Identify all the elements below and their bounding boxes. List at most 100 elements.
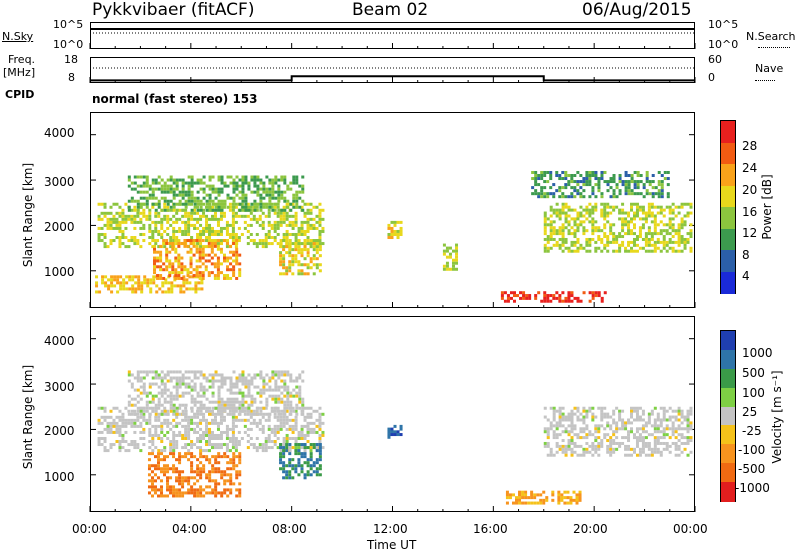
power-cell: [273, 208, 277, 212]
velocity-cell: [606, 433, 610, 437]
velocity-cell: [118, 427, 122, 431]
power-cell: [186, 268, 190, 272]
power-cell: [645, 180, 649, 184]
power-cell: [606, 205, 610, 209]
power-cell: [232, 259, 236, 263]
velocity-cell: [659, 418, 663, 422]
power-cell: [588, 195, 592, 199]
power-cell: [220, 202, 224, 206]
velocity-cell: [163, 421, 167, 425]
velocity-cell: [127, 418, 131, 422]
velocity-cell: [674, 415, 678, 419]
power-cell: [142, 196, 146, 200]
velocity-cell: [163, 409, 167, 413]
power-cell: [157, 229, 161, 233]
power-cell: [226, 268, 230, 272]
power-cell: [285, 229, 289, 233]
power-cell: [295, 193, 299, 197]
power-cell: [246, 242, 250, 246]
velocity-cell: [671, 424, 675, 428]
power-cell: [612, 205, 616, 209]
velocity-cell: [139, 406, 143, 410]
velocity-cell: [530, 493, 534, 497]
velocity-cell: [279, 443, 283, 447]
velocity-cell: [166, 400, 170, 404]
velocity-cell: [193, 403, 197, 407]
power-cell: [591, 296, 595, 300]
velocity-cell: [196, 458, 200, 462]
power-cell: [118, 220, 122, 224]
velocity-cell: [511, 501, 515, 505]
power-colorbar-swatch: [721, 250, 735, 273]
power-cell: [641, 208, 645, 212]
power-cell: [647, 229, 651, 233]
velocity-cell: [214, 406, 218, 410]
velocity-cell: [318, 446, 322, 450]
power-cell: [451, 258, 455, 262]
power-cell: [100, 239, 104, 243]
power-cell: [213, 253, 217, 257]
power-cell: [291, 226, 295, 230]
velocity-cell: [234, 415, 238, 419]
velocity-cell: [561, 430, 565, 434]
power-cell: [294, 242, 298, 246]
velocity-cell: [153, 485, 157, 489]
power-cell: [522, 294, 526, 298]
power-cell: [174, 250, 178, 254]
power-cell: [612, 235, 616, 239]
power-cell: [276, 202, 280, 206]
velocity-cell: [635, 430, 639, 434]
power-cell: [118, 245, 122, 249]
velocity-cell: [291, 427, 295, 431]
velocity-cell: [130, 440, 134, 444]
velocity-cell: [175, 458, 179, 462]
velocity-cell: [223, 452, 227, 456]
power-cell: [653, 226, 657, 230]
power-cell: [241, 190, 245, 194]
power-cell: [170, 290, 174, 294]
velocity-cell: [250, 376, 254, 380]
power-cell: [451, 261, 455, 265]
noise-left-tick-top: 10^5: [53, 18, 84, 31]
velocity-cell: [229, 385, 233, 389]
power-cell: [561, 186, 565, 190]
velocity-cell: [118, 424, 122, 428]
power-cell: [555, 296, 559, 300]
power-cell: [295, 190, 299, 194]
velocity-cell: [172, 485, 176, 489]
velocity-cell: [234, 424, 238, 428]
power-cell: [309, 257, 313, 261]
power-cell: [292, 181, 296, 185]
velocity-cell: [662, 436, 666, 440]
power-cell: [288, 214, 292, 218]
velocity-cell: [627, 444, 631, 448]
velocity-cell: [283, 403, 287, 407]
power-cell: [279, 263, 283, 267]
velocity-cell: [249, 421, 253, 425]
velocity-cell: [157, 458, 161, 462]
power-cell: [306, 272, 310, 276]
velocity-cell: [618, 418, 622, 422]
velocity-cell: [585, 409, 589, 413]
power-cell: [190, 175, 194, 179]
power-cell: [600, 195, 604, 199]
velocity-cell: [543, 406, 547, 410]
power-cell: [393, 220, 397, 224]
velocity-cell: [241, 409, 245, 413]
power-cell: [156, 239, 160, 243]
vel-cbar-tick-m1000: -1000: [735, 481, 770, 495]
power-cell: [677, 205, 681, 209]
velocity-colorbar-swatch: [721, 482, 735, 502]
velocity-cell: [588, 433, 592, 437]
power-cell: [252, 217, 256, 221]
velocity-cell: [285, 406, 289, 410]
power-cell: [110, 275, 114, 279]
velocity-cell: [283, 406, 287, 410]
power-cell: [267, 223, 271, 227]
power-cell: [660, 192, 664, 196]
power-cell: [630, 208, 634, 212]
power-cell: [241, 199, 245, 203]
power-cell: [160, 217, 164, 221]
velocity-cell: [549, 424, 553, 428]
